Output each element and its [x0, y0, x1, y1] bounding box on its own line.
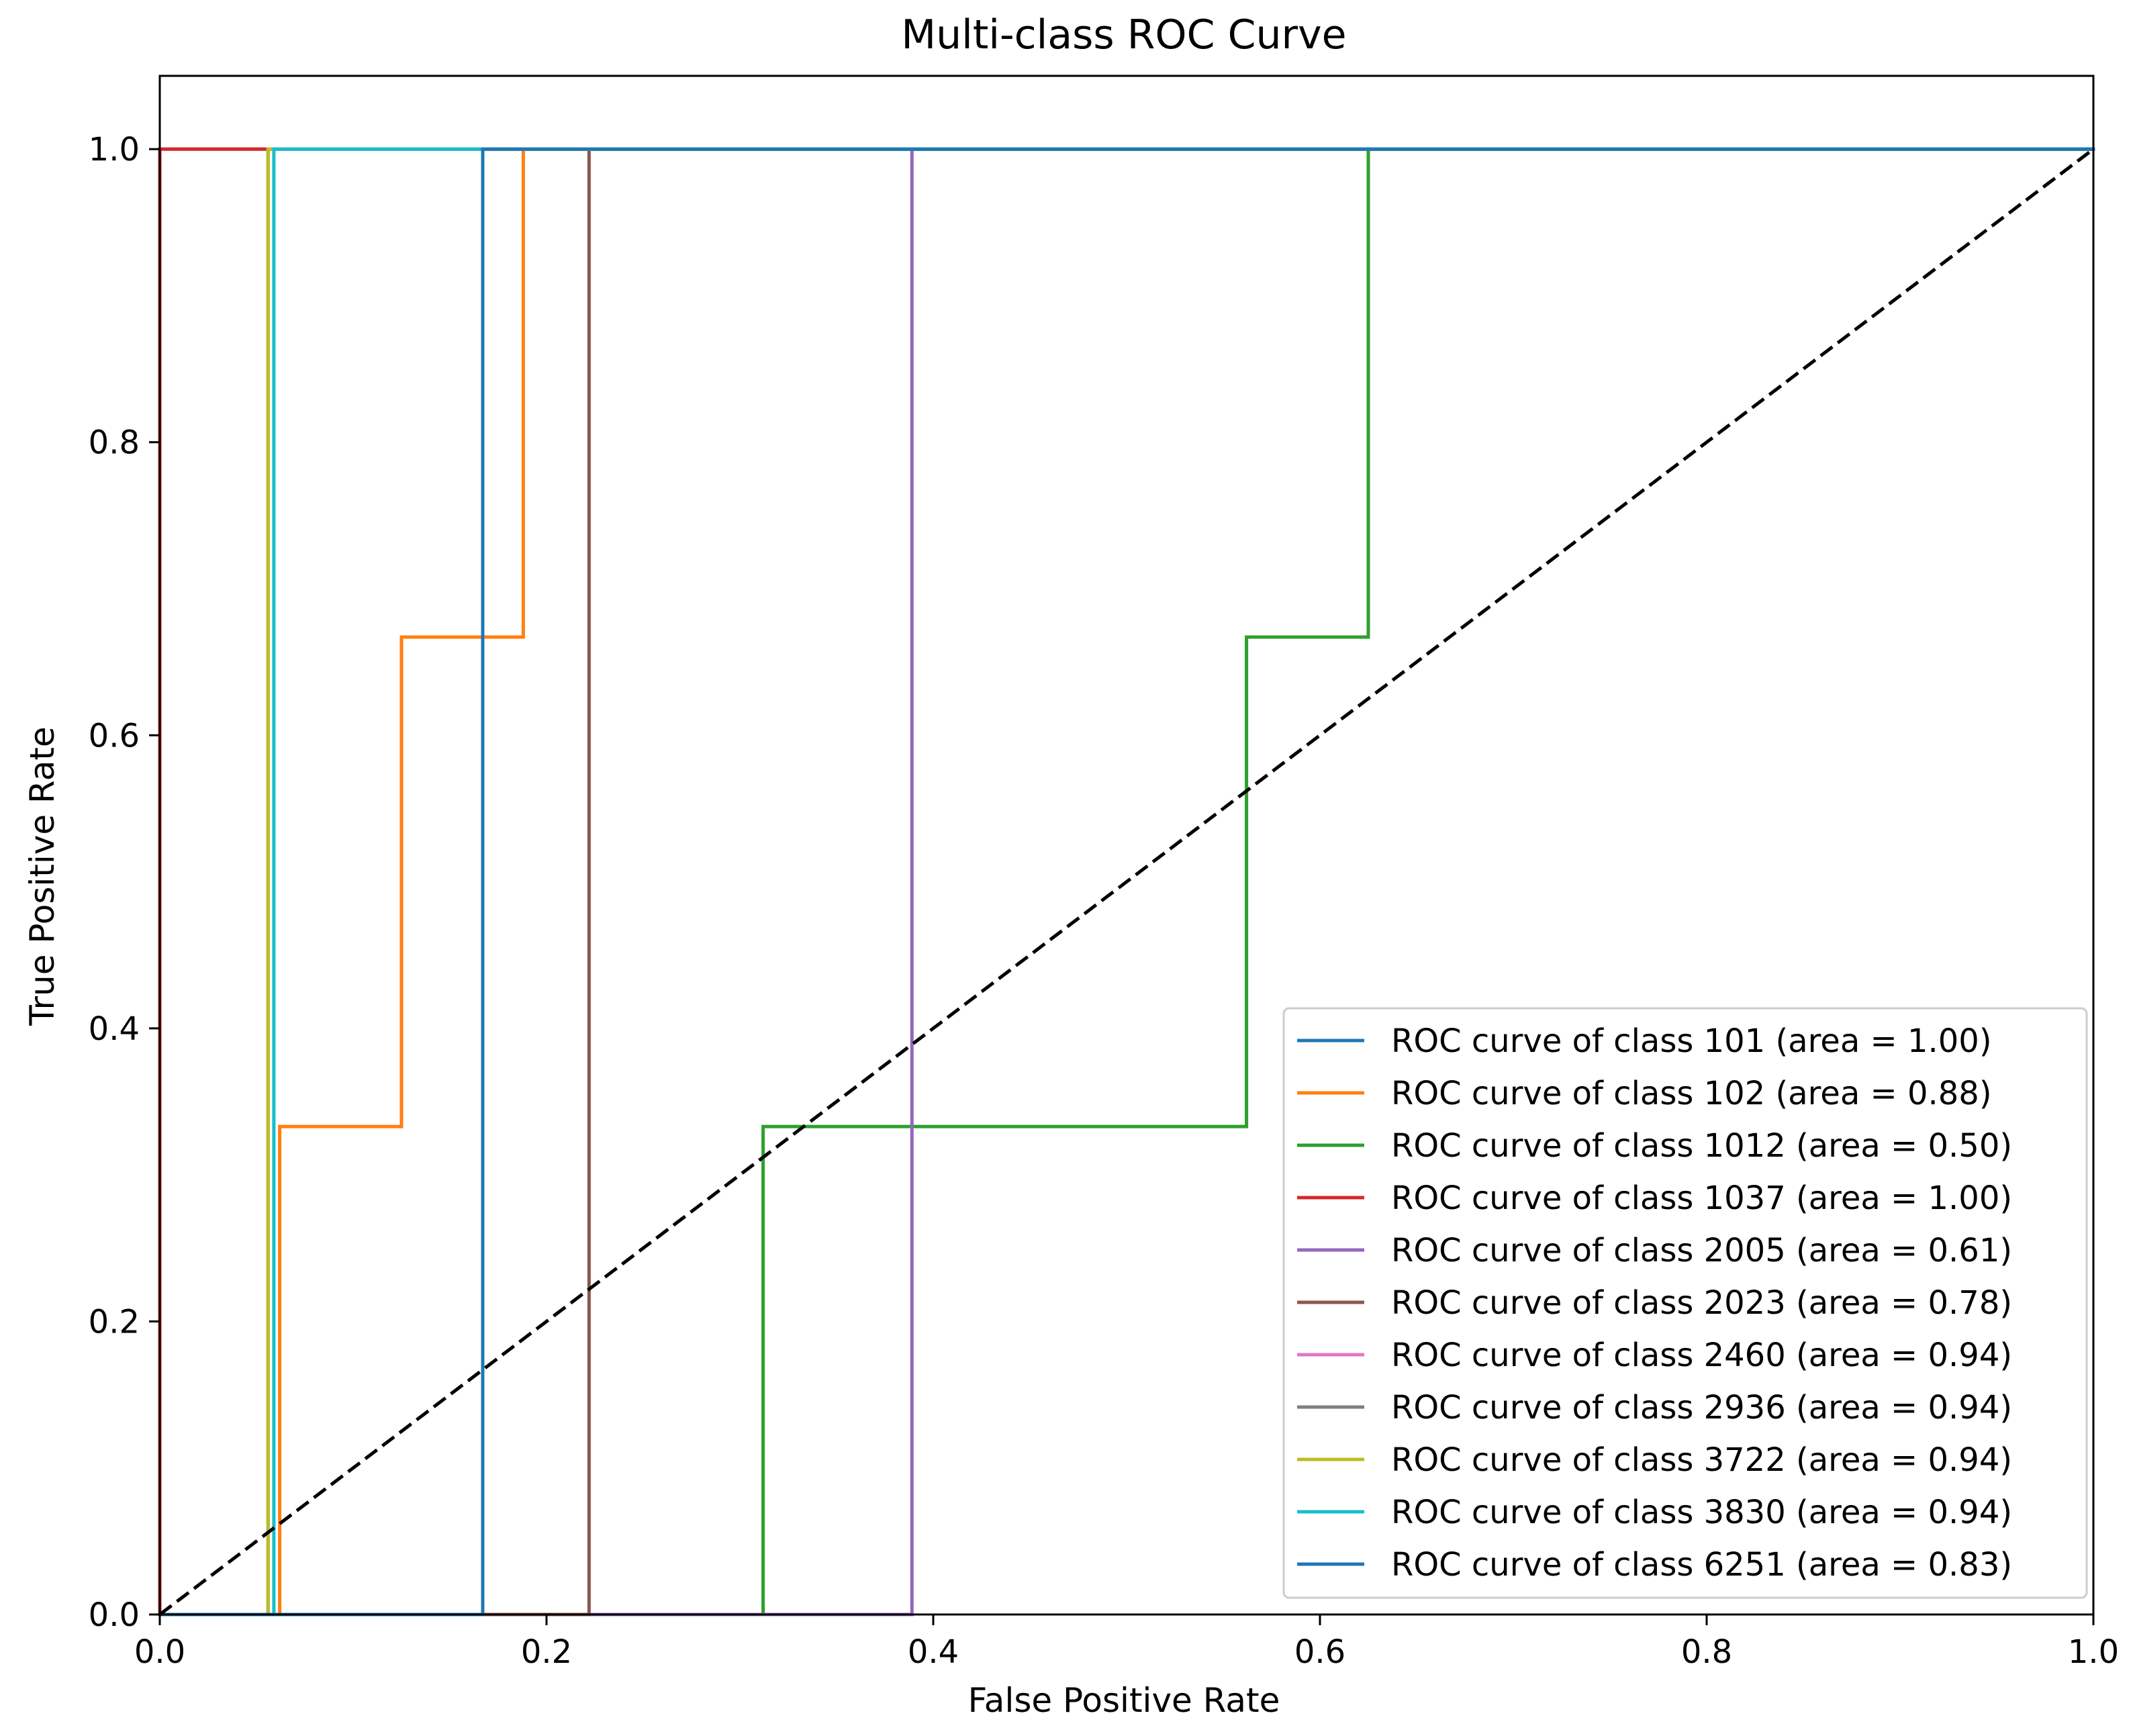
- y-axis-ticks: 0.0 0.2 0.4 0.6 0.8 1.0: [89, 131, 160, 1634]
- y-tick-label: 0.2: [89, 1303, 140, 1341]
- axes-frame: [158, 75, 2095, 1616]
- x-tick-label: 1.0: [2068, 1633, 2119, 1671]
- x-tick-label: 0.0: [134, 1633, 185, 1671]
- y-tick-label: 0.6: [89, 717, 140, 755]
- x-tick-label: 0.6: [1294, 1633, 1345, 1671]
- legend: ROC curve of class 101 (area = 1.00) ROC …: [1282, 1007, 2088, 1599]
- diagonal-reference-line: [158, 148, 2095, 1616]
- chart-title: Multi-class ROC Curve: [901, 11, 1346, 58]
- x-tick-label: 0.4: [908, 1633, 959, 1671]
- legend-label: ROC curve of class 101 (area = 1.00): [1391, 1022, 1992, 1060]
- legend-box: [1282, 1007, 2088, 1599]
- x-tick-label: 0.2: [521, 1633, 572, 1671]
- y-tick-label: 1.0: [89, 131, 140, 168]
- y-tick-label: 0.4: [89, 1010, 140, 1048]
- legend-label: ROC curve of class 2460 (area = 0.94): [1391, 1337, 2012, 1374]
- legend-label: ROC curve of class 1037 (area = 1.00): [1391, 1179, 2012, 1217]
- reference-layer: [158, 148, 2095, 1616]
- roc-series-line-2: [158, 147, 2095, 1617]
- x-axis-label: False Positive Rate: [968, 1681, 1280, 1720]
- legend-label: ROC curve of class 102 (area = 0.88): [1391, 1075, 1992, 1112]
- legend-label: ROC curve of class 3830 (area = 0.94): [1391, 1494, 2012, 1531]
- y-axis-label: True Positive Rate: [23, 726, 62, 1026]
- y-tick-label: 0.0: [89, 1596, 140, 1634]
- plot-area: [158, 75, 2095, 1617]
- legend-label: ROC curve of class 3722 (area = 0.94): [1391, 1441, 2012, 1479]
- legend-label: ROC curve of class 2023 (area = 0.78): [1391, 1284, 2012, 1322]
- x-tick-label: 0.8: [1681, 1633, 1732, 1671]
- y-tick-label: 0.8: [89, 424, 140, 462]
- legend-label: ROC curve of class 2936 (area = 0.94): [1391, 1389, 2012, 1427]
- legend-label: ROC curve of class 6251 (area = 0.83): [1391, 1546, 2012, 1584]
- x-axis-ticks: 0.0 0.2 0.4 0.6 0.8 1.0: [134, 1614, 2119, 1671]
- legend-label: ROC curve of class 1012 (area = 0.50): [1391, 1127, 2012, 1165]
- legend-label: ROC curve of class 2005 (area = 0.61): [1391, 1232, 2012, 1269]
- roc-series-line-1: [158, 147, 2095, 1617]
